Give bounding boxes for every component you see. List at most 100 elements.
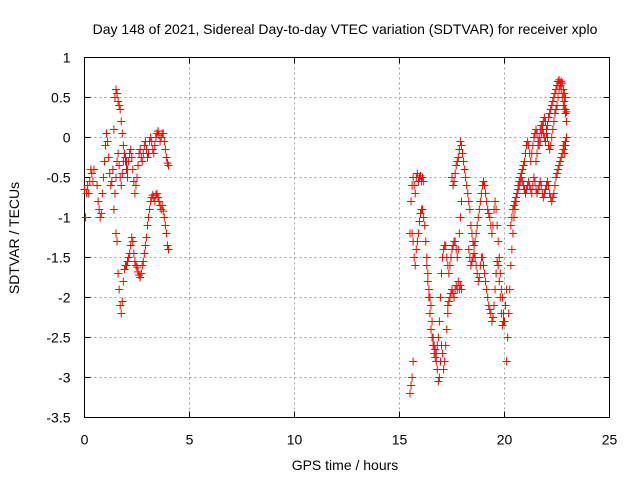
data-point-marker — [455, 229, 464, 238]
data-point-marker — [496, 293, 505, 302]
data-point-marker — [140, 141, 149, 150]
data-point-marker — [546, 105, 555, 114]
data-point-marker — [459, 157, 468, 166]
data-point-marker — [454, 277, 463, 286]
data-point-marker — [494, 261, 503, 270]
data-point-marker — [443, 301, 452, 310]
data-point-marker — [160, 137, 169, 146]
data-point-marker — [558, 93, 567, 102]
data-point-marker — [540, 133, 549, 142]
data-point-marker — [118, 169, 127, 178]
data-point-marker — [556, 157, 565, 166]
grid — [84, 57, 610, 418]
data-point-marker — [456, 137, 465, 146]
data-point-marker — [126, 145, 135, 154]
data-point-marker — [120, 265, 129, 274]
y-tick-label: 0.5 — [51, 90, 71, 106]
data-point-marker — [547, 197, 556, 206]
data-point-marker — [84, 189, 93, 198]
data-point-marker — [124, 253, 133, 262]
data-point-marker — [104, 153, 113, 162]
data-point-marker — [432, 349, 441, 358]
data-point-marker — [485, 305, 494, 314]
data-point-marker — [512, 193, 521, 202]
data-point-marker — [130, 189, 139, 198]
data-point-marker — [481, 189, 490, 198]
data-point-marker — [116, 301, 125, 310]
data-point-marker — [420, 221, 429, 230]
data-point-marker — [442, 325, 451, 334]
data-point-marker — [473, 221, 482, 230]
x-tick-label: 15 — [392, 432, 408, 448]
data-point-marker — [439, 365, 448, 374]
data-point-marker — [472, 229, 481, 238]
data-point-marker — [507, 213, 516, 222]
data-point-marker — [480, 269, 489, 278]
data-point-marker — [87, 169, 96, 178]
data-point-marker — [162, 153, 171, 162]
data-point-marker — [99, 173, 108, 182]
data-point-marker — [482, 197, 491, 206]
data-point-marker — [410, 181, 419, 190]
data-point-marker — [123, 173, 132, 182]
data-point-marker — [125, 149, 134, 158]
data-point-marker — [159, 129, 168, 138]
data-point-marker — [519, 161, 528, 170]
data-point-marker — [460, 165, 469, 174]
data-point-marker — [561, 141, 570, 150]
data-point-marker — [548, 125, 557, 134]
data-point-marker — [536, 177, 545, 186]
data-point-marker — [138, 261, 147, 270]
data-point-marker — [98, 189, 107, 198]
data-point-marker — [434, 333, 443, 342]
y-axis-label: SDTVAR / TECUs — [6, 182, 22, 294]
data-point-marker — [128, 165, 137, 174]
data-point-marker — [492, 269, 501, 278]
plot-frame — [84, 57, 610, 418]
data-point-marker — [454, 153, 463, 162]
data-point-marker — [548, 97, 557, 106]
data-point-marker — [116, 173, 125, 182]
data-point-marker — [423, 269, 432, 278]
data-point-marker — [118, 129, 127, 138]
data-point-marker — [559, 89, 568, 98]
y-axis-tick-labels: 1 0.5 0 -0.5 -1 -1.5 -2 -2.5 -3 -3.5 — [46, 50, 70, 426]
data-point-marker — [419, 213, 428, 222]
data-point-marker — [159, 207, 168, 216]
data-point-marker — [444, 269, 453, 278]
data-point-marker — [122, 261, 131, 270]
data-point-marker — [143, 153, 152, 162]
x-tick-label: 10 — [287, 432, 303, 448]
data-point-marker — [142, 233, 151, 242]
data-point-marker — [439, 245, 448, 254]
data-point-marker — [487, 317, 496, 326]
data-point-marker — [474, 277, 483, 286]
data-point-marker — [150, 141, 159, 150]
y-tick-label: -0.5 — [46, 170, 70, 186]
data-point-marker — [449, 181, 458, 190]
data-point-marker — [114, 97, 123, 106]
data-point-marker — [464, 245, 473, 254]
data-point-marker — [406, 389, 414, 398]
y-tick-label: -3.5 — [46, 410, 70, 426]
data-point-marker — [407, 381, 416, 390]
data-point-marker — [133, 173, 141, 182]
data-point-marker — [81, 213, 90, 222]
data-point-marker — [113, 237, 122, 246]
data-point-marker — [154, 127, 162, 136]
data-point-marker — [445, 261, 454, 270]
y-tick-label: 0 — [63, 130, 71, 146]
data-point-marker — [452, 161, 461, 170]
data-point-marker — [117, 181, 126, 190]
data-point-marker — [498, 321, 507, 330]
data-point-marker — [161, 221, 170, 230]
x-axis-tick-labels: 0 5 10 15 20 25 — [81, 432, 618, 448]
data-point-marker — [149, 149, 158, 158]
data-point-marker — [415, 217, 424, 226]
data-point-marker — [555, 161, 564, 170]
data-point-marker — [421, 237, 430, 246]
data-point-marker — [427, 301, 435, 310]
data-point-marker — [145, 205, 154, 214]
data-point-marker — [461, 173, 470, 182]
data-point-marker — [506, 261, 515, 270]
